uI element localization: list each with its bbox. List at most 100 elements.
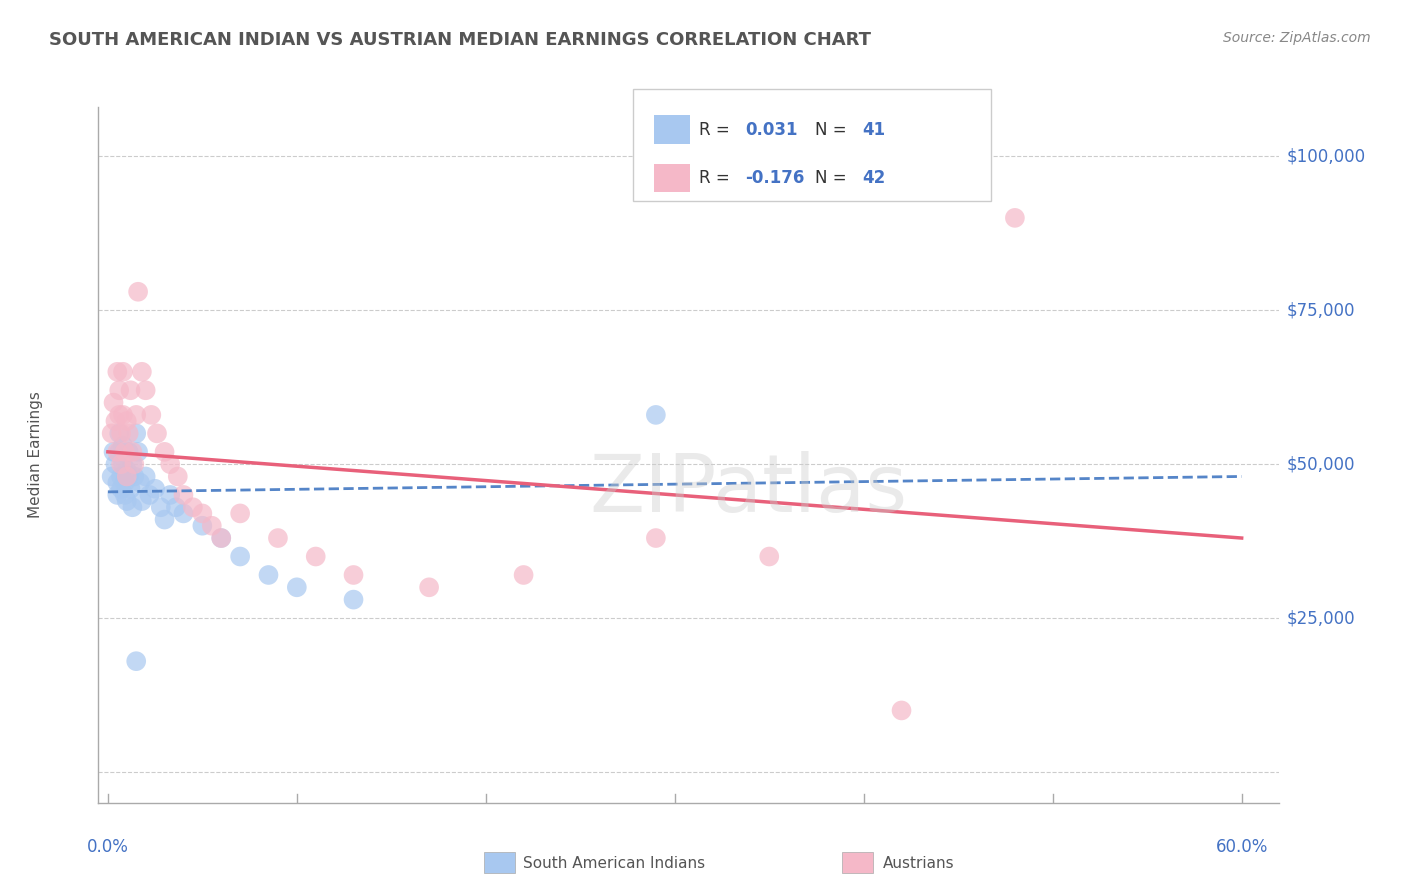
Point [110,457,132,471]
Point [125,426,148,441]
Point [124,457,146,471]
Text: SOUTH AMERICAN INDIAN VS AUSTRIAN MEDIAN EARNINGS CORRELATION CHART: SOUTH AMERICAN INDIAN VS AUSTRIAN MEDIAN… [49,31,872,49]
Text: $50,000: $50,000 [1286,455,1355,473]
Point [110,426,132,441]
Point [114,445,136,459]
Text: 60.0%: 60.0% [1215,838,1268,856]
Text: Source: ZipAtlas.com: Source: ZipAtlas.com [1223,31,1371,45]
Point [121,500,143,515]
Point [267,531,290,545]
Point [114,475,136,490]
Point [108,445,131,459]
Point [121,457,143,471]
Point [120,482,142,496]
Point [257,568,280,582]
Text: 0.0%: 0.0% [87,838,129,856]
Point [159,457,181,471]
Point [104,414,127,428]
Point [191,507,214,521]
Text: ZIPatlas: ZIPatlas [589,450,907,529]
Point [120,384,142,398]
Point [191,518,214,533]
Point [110,469,132,483]
Text: R =: R = [699,120,735,138]
Point [118,445,141,459]
Point [118,426,141,441]
Text: 42: 42 [862,169,886,186]
Point [118,469,141,483]
Point [127,445,149,459]
Point [129,475,152,490]
Text: N =: N = [815,169,852,186]
Text: $25,000: $25,000 [1286,609,1355,627]
Point [105,475,128,490]
Point [153,512,176,526]
Point [111,365,134,379]
Point [105,445,128,459]
Point [125,408,148,422]
Point [115,494,138,508]
Point [110,482,132,496]
Point [131,365,153,379]
Text: Median Earnings: Median Earnings [28,392,42,518]
Point [229,549,252,564]
Point [103,445,125,459]
Point [305,549,328,564]
Point [124,469,146,483]
Point [159,488,181,502]
Text: 41: 41 [862,120,884,138]
Point [758,549,780,564]
Text: 0.031: 0.031 [745,120,797,138]
Point [285,580,308,594]
Text: South American Indians: South American Indians [523,856,706,871]
Point [229,507,252,521]
Point [342,592,364,607]
Point [125,654,148,668]
Point [143,482,166,496]
Text: -0.176: -0.176 [745,169,804,186]
Point [121,445,143,459]
Point [512,568,534,582]
Point [172,488,194,502]
Point [201,518,224,533]
Text: R =: R = [699,169,735,186]
Point [114,488,136,502]
Point [108,408,131,422]
Point [108,426,131,441]
Text: $100,000: $100,000 [1286,147,1365,165]
Point [108,384,131,398]
Text: N =: N = [815,120,852,138]
Point [644,531,666,545]
Point [111,408,134,422]
Point [115,414,138,428]
Point [342,568,364,582]
Point [105,365,128,379]
Text: Austrians: Austrians [883,856,955,871]
Point [127,285,149,299]
Point [138,488,160,502]
Text: $75,000: $75,000 [1286,301,1355,319]
Point [181,500,204,515]
Point [115,463,138,477]
Point [146,426,169,441]
Point [111,457,134,471]
Point [100,469,122,483]
Point [166,469,188,483]
Point [165,500,187,515]
Point [115,469,138,483]
Point [131,494,153,508]
Point [172,507,194,521]
Point [104,457,127,471]
Point [105,488,128,502]
Point [100,426,122,441]
Point [153,445,176,459]
Point [103,395,125,409]
Point [890,703,912,717]
Point [1004,211,1026,225]
Point [135,384,157,398]
Point [418,580,440,594]
Point [209,531,232,545]
Point [644,408,666,422]
Point [149,500,172,515]
Point [209,531,232,545]
